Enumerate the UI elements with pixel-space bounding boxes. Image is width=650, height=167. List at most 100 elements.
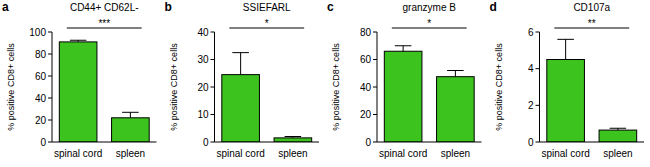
y-tick-label: 30 (197, 54, 209, 65)
y-tick-label: 0 (40, 137, 46, 148)
x-tick-label: spinal cord (379, 148, 427, 159)
significance-annotation: ** (588, 18, 596, 29)
figure: aCD44+ CD62L-% positive CD8+ cells020406… (0, 0, 650, 167)
x-tick-label: spleen (603, 148, 632, 159)
error-cap (70, 40, 87, 41)
y-tick (373, 87, 377, 88)
y-tick (536, 142, 540, 143)
y-tick-label: 0 (528, 137, 534, 148)
y-tick (536, 32, 540, 33)
y-tick-label: 20 (197, 82, 209, 93)
y-axis-label: % positive CD8+ cells (6, 43, 16, 131)
title: granzyme B (403, 2, 457, 13)
panel: aCD44+ CD62L-% positive CD8+ cells020406… (2, 0, 157, 159)
error-bar (610, 128, 627, 130)
x-axis (52, 142, 157, 143)
bar (112, 118, 150, 142)
panel: b SSIEFARL % positive CD8+ cells 0 10 20 30 40 s… (165, 0, 320, 159)
error-bar (447, 71, 464, 77)
y-tick-label: 0 (203, 137, 209, 148)
bar (222, 75, 260, 142)
y-tick (211, 142, 215, 143)
y-tick (211, 87, 215, 88)
x-tick-label: spinal cord (216, 148, 264, 159)
y-tick (48, 76, 52, 77)
y-tick (211, 59, 215, 60)
bar (274, 138, 312, 142)
y-tick-label: 80 (360, 27, 372, 38)
y-tick (211, 32, 215, 33)
y-tick-label: 100 (29, 27, 46, 38)
bar (599, 130, 637, 142)
y-tick (211, 114, 215, 115)
error-bar (395, 46, 412, 52)
y-tick (536, 105, 540, 106)
x-axis (215, 142, 320, 143)
y-tick (373, 114, 377, 115)
y-tick-label: 2 (528, 100, 534, 111)
x-tick-label: spleen (278, 148, 307, 159)
marks (222, 53, 312, 142)
x-tick-label: spleen (441, 148, 470, 159)
error-cap (285, 136, 302, 137)
y-axis-label: % positive CD8+ cells (331, 43, 341, 131)
error-cap (232, 52, 249, 53)
x-tick-label: spleen (116, 148, 145, 159)
y-axis-label: % positive CD8+ cells (494, 43, 504, 131)
significance-annotation: *** (98, 18, 110, 29)
y-tick-label: 40 (360, 82, 372, 93)
panel-label: d (490, 0, 497, 14)
x-tick-label: spinal cord (541, 148, 589, 159)
error-line (240, 53, 241, 75)
y-tick-label: 4 (528, 63, 534, 74)
error-line (455, 71, 456, 77)
marks (384, 46, 474, 142)
error-bar (557, 39, 574, 59)
y-tick-label: 40 (35, 93, 47, 104)
x-axis (377, 142, 482, 143)
title: SSIEFARL (243, 2, 291, 13)
y-tick-label: 10 (197, 109, 209, 120)
x-axis (540, 142, 645, 143)
error-cap (447, 70, 464, 71)
bar (437, 77, 475, 142)
y-axis (52, 32, 53, 142)
y-tick-label: 60 (360, 54, 372, 65)
y-tick-label: 20 (35, 115, 47, 126)
y-tick-label: 80 (35, 49, 47, 60)
error-bar (285, 137, 302, 138)
error-cap (122, 112, 139, 113)
panel: dCD107a% positive CD8+ cells0246spinal c… (490, 0, 645, 159)
y-tick (48, 98, 52, 99)
error-line (565, 39, 566, 59)
error-cap (610, 128, 627, 129)
y-axis (539, 32, 540, 142)
error-line (130, 112, 131, 118)
error-bar (70, 40, 87, 42)
panel-label: b (165, 0, 172, 14)
error-line (403, 46, 404, 52)
y-tick (48, 32, 52, 33)
error-cap (395, 45, 412, 46)
bar (384, 51, 422, 142)
significance-annotation: * (265, 18, 269, 29)
title: CD107a (573, 2, 610, 13)
y-tick (373, 32, 377, 33)
error-bar (232, 53, 249, 75)
marks (59, 40, 149, 142)
y-tick-label: 60 (35, 71, 47, 82)
panel: cgranzyme B% positive CD8+ cells02040608… (327, 0, 482, 159)
y-tick-label: 40 (197, 27, 209, 38)
significance-annotation: * (427, 18, 431, 29)
y-tick (48, 54, 52, 55)
y-axis-label: % positive CD8+ cells (169, 43, 179, 131)
x-tick-label: spinal cord (54, 148, 102, 159)
y-tick (373, 142, 377, 143)
error-cap (557, 39, 574, 40)
panel-label: c (327, 0, 334, 14)
title: CD44+ CD62L- (70, 2, 139, 13)
bar (547, 60, 585, 143)
y-tick-label: 0 (365, 137, 371, 148)
y-tick (536, 68, 540, 69)
bar (59, 42, 97, 142)
